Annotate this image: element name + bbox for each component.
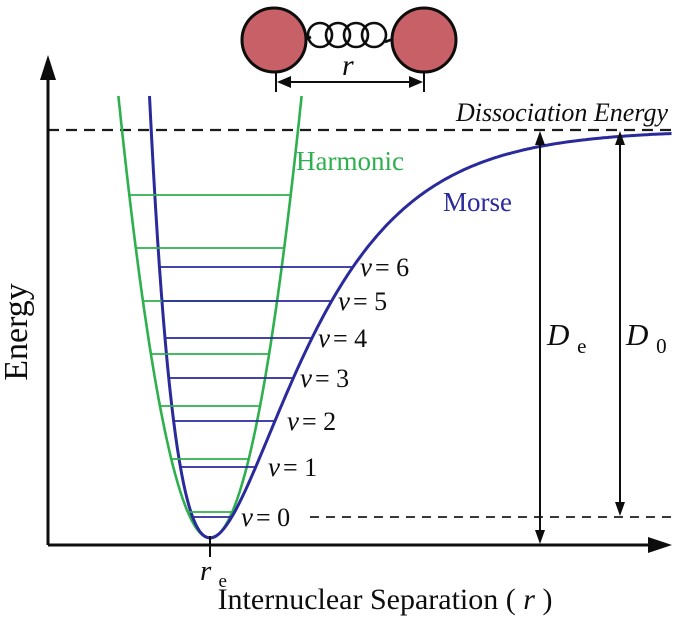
re-label-sub: e <box>219 571 227 592</box>
atom-right-icon <box>390 6 458 74</box>
de-arrowhead-up-icon <box>535 131 545 145</box>
de-label-main: D <box>546 317 569 352</box>
re-label: r e <box>200 555 227 592</box>
vibrational-levels: v = 0 v = 1 v = 2 v = 3 v = 4 v = 5 v = 6 <box>129 194 409 532</box>
bond-length-label: r <box>342 49 354 82</box>
spring-coil-icon <box>306 21 334 49</box>
d0-label-sub: 0 <box>656 334 667 358</box>
x-axis-label-var: r <box>523 583 535 616</box>
de-label-sub: e <box>577 334 586 358</box>
diatomic-molecule: r <box>240 6 458 92</box>
spring-coil-icon <box>324 21 352 49</box>
arrowhead-right-icon <box>409 76 423 88</box>
x-axis-arrowhead-icon <box>648 537 672 553</box>
morse-curve <box>148 95 672 540</box>
harmonic-label: Harmonic <box>296 146 404 176</box>
x-axis-label-prefix: Internuclear Separation ( <box>218 583 516 616</box>
x-axis-label: Internuclear Separation ( r ) <box>218 583 553 616</box>
arrowhead-left-icon <box>277 76 291 88</box>
y-axis-arrowhead-icon <box>40 55 56 80</box>
morse-label: Morse <box>443 187 512 217</box>
y-axis-label: Energy <box>0 283 35 381</box>
d0-arrowhead-down-icon <box>615 502 625 516</box>
d0-arrowhead-up-icon <box>615 131 625 145</box>
d0-label: D 0 <box>625 317 667 358</box>
spring-coil-icon <box>342 21 370 49</box>
x-axis-label-suffix: ) <box>542 583 552 616</box>
d0-label-main: D <box>625 317 648 352</box>
de-arrowhead-down-icon <box>535 530 545 544</box>
level-label-v5: v = 5 <box>338 286 387 316</box>
level-label-v0: v = 0 <box>241 502 290 532</box>
level-label-v3: v = 3 <box>300 363 349 393</box>
spring-coil-icon <box>360 21 388 49</box>
atom-left-icon <box>240 6 308 74</box>
level-label-v4: v = 4 <box>318 323 367 353</box>
level-label-v6: v = 6 <box>360 252 409 282</box>
well-depth-arrows <box>535 131 625 544</box>
axes <box>40 55 672 557</box>
de-label: D e <box>546 317 586 358</box>
level-label-v2: v = 2 <box>287 406 336 436</box>
re-label-main: r <box>200 555 212 587</box>
level-label-v1: v = 1 <box>268 452 317 482</box>
dissociation-energy-label: Dissociation Energy <box>455 98 669 127</box>
